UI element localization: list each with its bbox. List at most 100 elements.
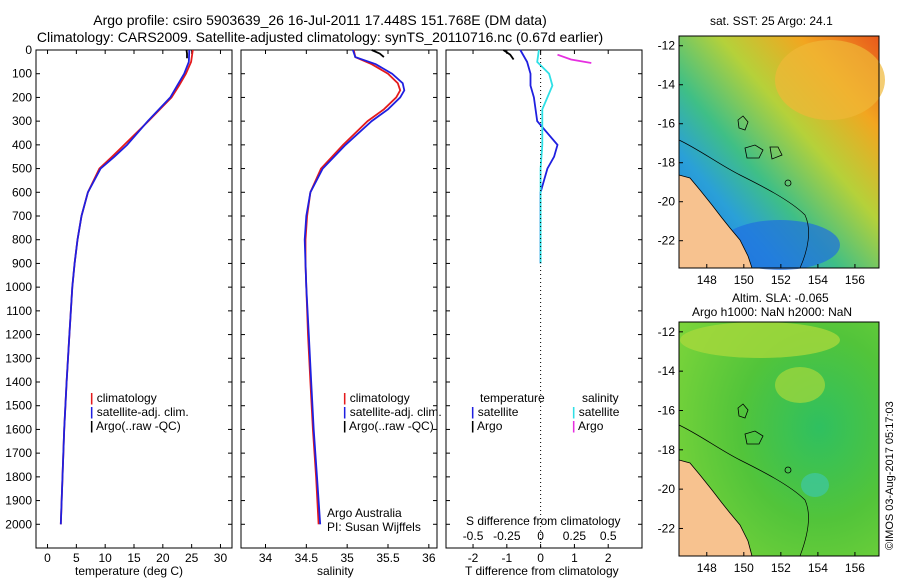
sal-legend-argo: | Argo(..raw -QC) [343, 419, 434, 433]
sal-legend-sat: | satellite-adj. clim. [343, 405, 442, 419]
y-tick-label: 1900 [5, 494, 32, 508]
map-x-tick-label: 154 [808, 273, 828, 287]
diff-legend-sal-sat: | satellite [572, 405, 620, 419]
series-line-2 [185, 49, 188, 59]
map-y-tick-label: -22 [658, 234, 676, 248]
sla-map-title-1: Altim. SLA: -0.065 [732, 291, 829, 305]
sla-low [801, 473, 829, 497]
sst-reef-3 [769, 146, 783, 160]
y-tick-label: 1500 [5, 399, 32, 413]
x-tick-label: 36 [422, 551, 436, 565]
series-line-2 [536, 49, 554, 264]
map-y-tick-label: -20 [658, 195, 676, 209]
map-y-tick-label: -18 [658, 156, 676, 170]
sla-yellow-patch [775, 367, 825, 403]
sal-annotation-2: PI: Susan Wijffels [327, 520, 421, 534]
x-tick-label: 1 [571, 551, 578, 565]
y-tick-label: 2000 [5, 517, 32, 531]
y-tick-label: 100 [12, 67, 32, 81]
diff-legend-temp-sat: | satellite [471, 405, 519, 419]
map-x-tick-label: 154 [808, 561, 828, 575]
chart-title-line1: Argo profile: csiro 5903639_26 16-Jul-20… [93, 12, 547, 28]
sst-map [678, 35, 885, 270]
top-tick-label: 0.5 [600, 529, 617, 543]
map-x-tick-label: 152 [771, 561, 791, 575]
map-x-tick-label: 150 [734, 561, 754, 575]
top-tick-label: 0 [537, 529, 544, 543]
temp-plot-area: 0 5 10 15 20 25 300100200300400500600700800900… [5, 43, 232, 565]
y-tick-label: 1400 [5, 375, 32, 389]
diff-plot-area: -2 -1 0 1 2 -0.5 -0.25 0 0.25 0.5 [446, 49, 642, 565]
sla-map [678, 321, 880, 557]
map-y-tick-label: -22 [658, 521, 676, 535]
series-line-1 [502, 49, 515, 61]
sla-reef-3 [784, 466, 792, 474]
top-tick-label: 0.25 [563, 529, 587, 543]
x-tick-label: 25 [185, 551, 199, 565]
map-x-tick-label: 156 [845, 273, 865, 287]
top-tick-label: -0.25 [493, 529, 521, 543]
top-tick-label: -0.5 [463, 529, 484, 543]
temp-legend-argo: | Argo(..raw -QC) [90, 419, 181, 433]
x-tick-label: 30 [214, 551, 228, 565]
x-tick-label: 35.5 [376, 551, 400, 565]
x-tick-label: 15 [127, 551, 141, 565]
temp-xlabel: temperature (deg C) [75, 564, 184, 578]
x-tick-label: 34.5 [295, 551, 319, 565]
x-tick-label: 0 [537, 551, 544, 565]
y-tick-label: 1800 [5, 470, 32, 484]
series-line-0 [304, 49, 402, 525]
temp-legend-clim: | climatology [90, 391, 157, 405]
sst-isobath [678, 139, 809, 269]
sla-reef-1 [737, 403, 749, 419]
sal-panel-frame [240, 49, 438, 549]
y-tick-label: 800 [12, 233, 32, 247]
x-tick-label: 2 [605, 551, 612, 565]
map-y-tick-label: -12 [658, 325, 676, 339]
y-tick-label: 700 [12, 209, 32, 223]
y-tick-label: 1200 [5, 328, 32, 342]
sla-yellow-band [680, 322, 840, 358]
map-x-tick-label: 148 [697, 273, 717, 287]
sla-reef-2 [744, 430, 764, 445]
y-tick-label: 1700 [5, 446, 32, 460]
sla-map-title-2: Argo h1000: NaN h2000: NaN [692, 305, 853, 319]
temp-legend-sat: | satellite-adj. clim. [90, 405, 189, 419]
sst-axis-ticks: 148 150 152 154 156 -12 -14 -16 -18 -20 -22 [658, 39, 866, 287]
diff-legend-temp-argo: | Argo [471, 419, 503, 433]
imos-credit: ©IMOS 03-Aug-2017 05:17:03 [884, 401, 896, 550]
diff-legend-header-temp: temperature [480, 391, 545, 405]
sla-axis-ticks: 148 150 152 154 156 -12 -14 -16 -18 -20 -22 [658, 325, 866, 575]
map-x-tick-label: 156 [845, 561, 865, 575]
chart-title-line2: Climatology: CARS2009. Satellite-adjuste… [36, 29, 604, 45]
map-y-tick-label: -14 [658, 364, 676, 378]
series-line-1 [303, 49, 406, 525]
sal-legend-clim: | climatology [343, 391, 410, 405]
x-tick-label: 0 [44, 551, 51, 565]
x-tick-label: 34 [259, 551, 273, 565]
sal-plot-area: 34 34.5 35 35.5 36 [241, 49, 437, 565]
y-tick-label: 1600 [5, 422, 32, 436]
map-y-tick-label: -20 [658, 482, 676, 496]
y-tick-label: 600 [12, 185, 32, 199]
x-tick-label: -2 [468, 551, 479, 565]
x-tick-label: 20 [156, 551, 170, 565]
sst-map-title: sat. SST: 25 Argo: 24.1 [710, 14, 833, 28]
series-line-0 [59, 49, 194, 525]
y-tick-label: 500 [12, 162, 32, 176]
sla-frame [678, 321, 880, 557]
y-tick-label: 1100 [6, 304, 32, 318]
map-x-tick-label: 148 [697, 561, 717, 575]
sst-warm-core [775, 40, 885, 120]
map-y-tick-label: -16 [658, 117, 676, 131]
sal-xlabel: salinity [317, 564, 354, 578]
diff-xlabel: T difference from climatology [465, 564, 619, 578]
sst-reef-4 [784, 179, 792, 187]
diff-legend-sal-argo: | Argo [572, 419, 604, 433]
map-y-tick-label: -12 [658, 39, 676, 53]
series-line-2 [371, 49, 385, 58]
sal-annotation-1: Argo Australia [327, 506, 402, 520]
sst-reef-2 [744, 144, 764, 159]
x-tick-label: 35 [340, 551, 354, 565]
